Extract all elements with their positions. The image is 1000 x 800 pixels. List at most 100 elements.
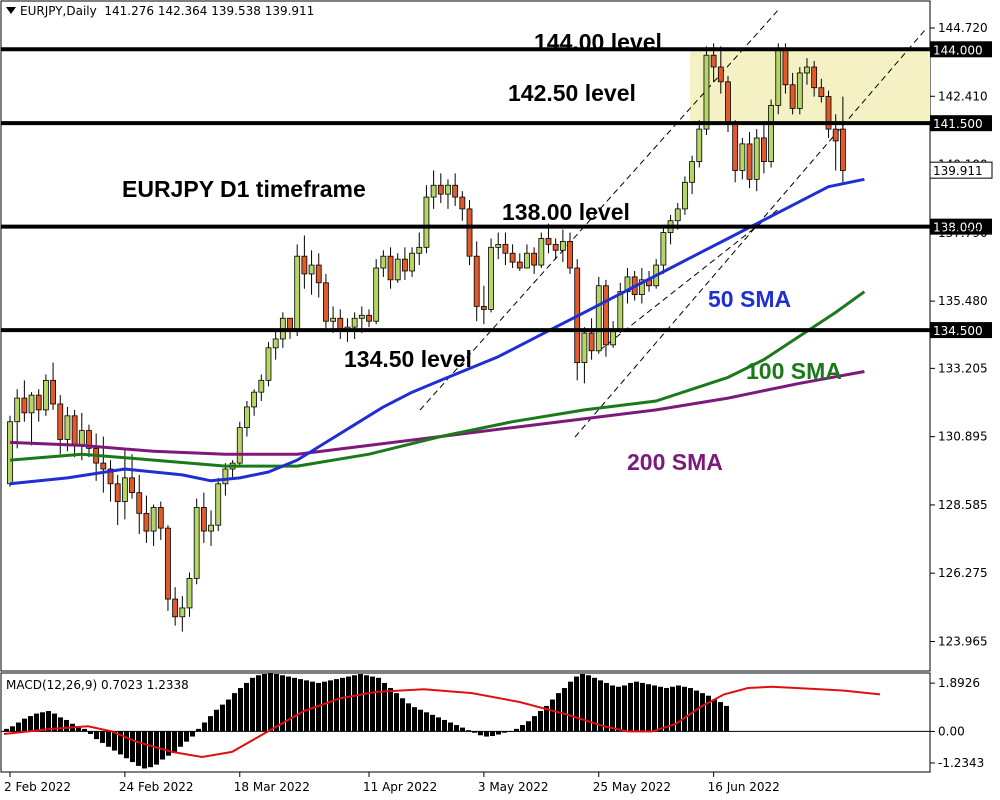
candle-body-bear [86, 430, 92, 449]
candle [430, 170, 437, 209]
candle-body-bear [480, 306, 487, 310]
candle [775, 43, 782, 115]
macd-histogram-bar [358, 674, 363, 732]
macd-histogram-bar [244, 682, 249, 732]
macd-label: MACD(12,26,9) 0.7023 1.2338 [6, 678, 189, 692]
macd-histogram-bar [430, 714, 435, 732]
candle [488, 238, 494, 313]
candle-body-bull [272, 338, 279, 349]
candle-body-bear [129, 477, 135, 494]
x-tick-label: 24 Feb 2022 [119, 780, 194, 794]
level-tag-134.500 [930, 322, 992, 339]
candle [538, 232, 545, 269]
macd-histogram-bar [322, 681, 327, 732]
candle-body-bear [725, 81, 731, 124]
candle-body-bull [538, 238, 545, 266]
macd-histogram-bar [442, 719, 447, 732]
macd-histogram-bar [370, 676, 375, 732]
candle [366, 309, 372, 328]
level-tag-141.500 [930, 115, 992, 132]
macd-histogram-bar [562, 688, 567, 732]
candle-body-bull [430, 184, 437, 198]
candle [437, 173, 444, 203]
candle-body-bull [581, 332, 588, 364]
macd-histogram-bar [676, 685, 681, 732]
x-tick-label: 25 May 2022 [593, 780, 671, 794]
candle-body-bear [710, 54, 717, 68]
annotation-timeframe: EURJPY D1 timeframe [122, 176, 366, 202]
macd-histogram-bar [232, 693, 237, 732]
x-tick-label: 16 Jun 2022 [708, 780, 780, 794]
annotation-100-sma: 100 SMA [746, 358, 842, 384]
candle-body-bull [358, 314, 365, 319]
macd-histogram-bar [622, 685, 627, 732]
macd-histogram-bar [238, 688, 243, 732]
menu-triangle-icon[interactable] [6, 7, 16, 14]
sma-50-line [9, 177, 865, 486]
candle [682, 176, 688, 215]
level-tag-label: 141.500 [933, 117, 983, 131]
macd-histogram-bar [250, 677, 255, 732]
candle-body-bear [172, 598, 179, 618]
candle [315, 253, 322, 298]
macd-y-tick-label: 1.8926 [938, 676, 980, 690]
macd-histogram-bar [484, 731, 489, 737]
candle [595, 276, 602, 354]
candle [308, 250, 315, 295]
candle [638, 268, 645, 304]
candle-body-bull [559, 241, 566, 251]
candle-body-bull [739, 143, 746, 171]
macd-histogram-bar [574, 676, 579, 732]
macd-histogram-bar [532, 716, 537, 732]
macd-histogram-bar [298, 679, 303, 732]
macd-histogram-bar [130, 731, 135, 763]
macd-histogram-bar [190, 731, 195, 737]
level-tag-label: 138.000 [933, 221, 983, 235]
candle-body-bull [394, 258, 401, 281]
annotation-144-level: 144.00 level [534, 29, 662, 55]
macd-histogram-bar [544, 705, 549, 732]
macd-histogram-bar [304, 680, 309, 732]
macd-histogram-bar [340, 677, 345, 732]
candle [796, 67, 803, 115]
macd-histogram-bar [478, 731, 483, 736]
candle [351, 312, 358, 339]
candle-body-bear [839, 128, 846, 171]
macd-histogram-bar [94, 731, 99, 740]
macd-histogram-bar [412, 707, 417, 732]
candle [804, 58, 810, 85]
macd-histogram-bar [202, 722, 207, 732]
candle [689, 155, 695, 195]
candle-body-bull [445, 184, 451, 195]
candle-body-bull [179, 607, 186, 618]
macd-histogram-bar [400, 698, 405, 732]
candle [86, 424, 92, 458]
macd-histogram-bar [292, 677, 297, 732]
candle [480, 285, 487, 325]
candle-body-bull [380, 255, 387, 269]
candle-body-bull [373, 267, 380, 322]
candle-body-bear [50, 379, 56, 405]
candle [818, 78, 825, 103]
candle-body-bull [423, 196, 430, 248]
candle-body-bear [531, 252, 538, 266]
candle-body-bear [717, 66, 724, 83]
macd-histogram-bar [172, 731, 177, 752]
candle [150, 504, 157, 546]
candle [761, 123, 767, 174]
macd-histogram-bar [418, 709, 423, 732]
annotation-142-50-level: 142.50 level [508, 80, 636, 106]
candle [179, 596, 186, 632]
macd-histogram-bar [472, 731, 477, 733]
candle-body-bull [14, 397, 21, 423]
macd-histogram-bar [502, 731, 507, 733]
macd-histogram-bar [28, 716, 33, 732]
time-axis: 2 Feb 2022 24 Feb 2022 18 Mar 2022 11 Apr 2… [4, 772, 780, 794]
candle-body-bear [832, 128, 839, 142]
candle [35, 389, 42, 422]
candle-body-bull [753, 137, 760, 180]
candle [459, 191, 466, 221]
candle-body-bull [78, 430, 85, 446]
candle-body-bull [409, 252, 415, 272]
macd-histogram-bar [10, 726, 15, 732]
